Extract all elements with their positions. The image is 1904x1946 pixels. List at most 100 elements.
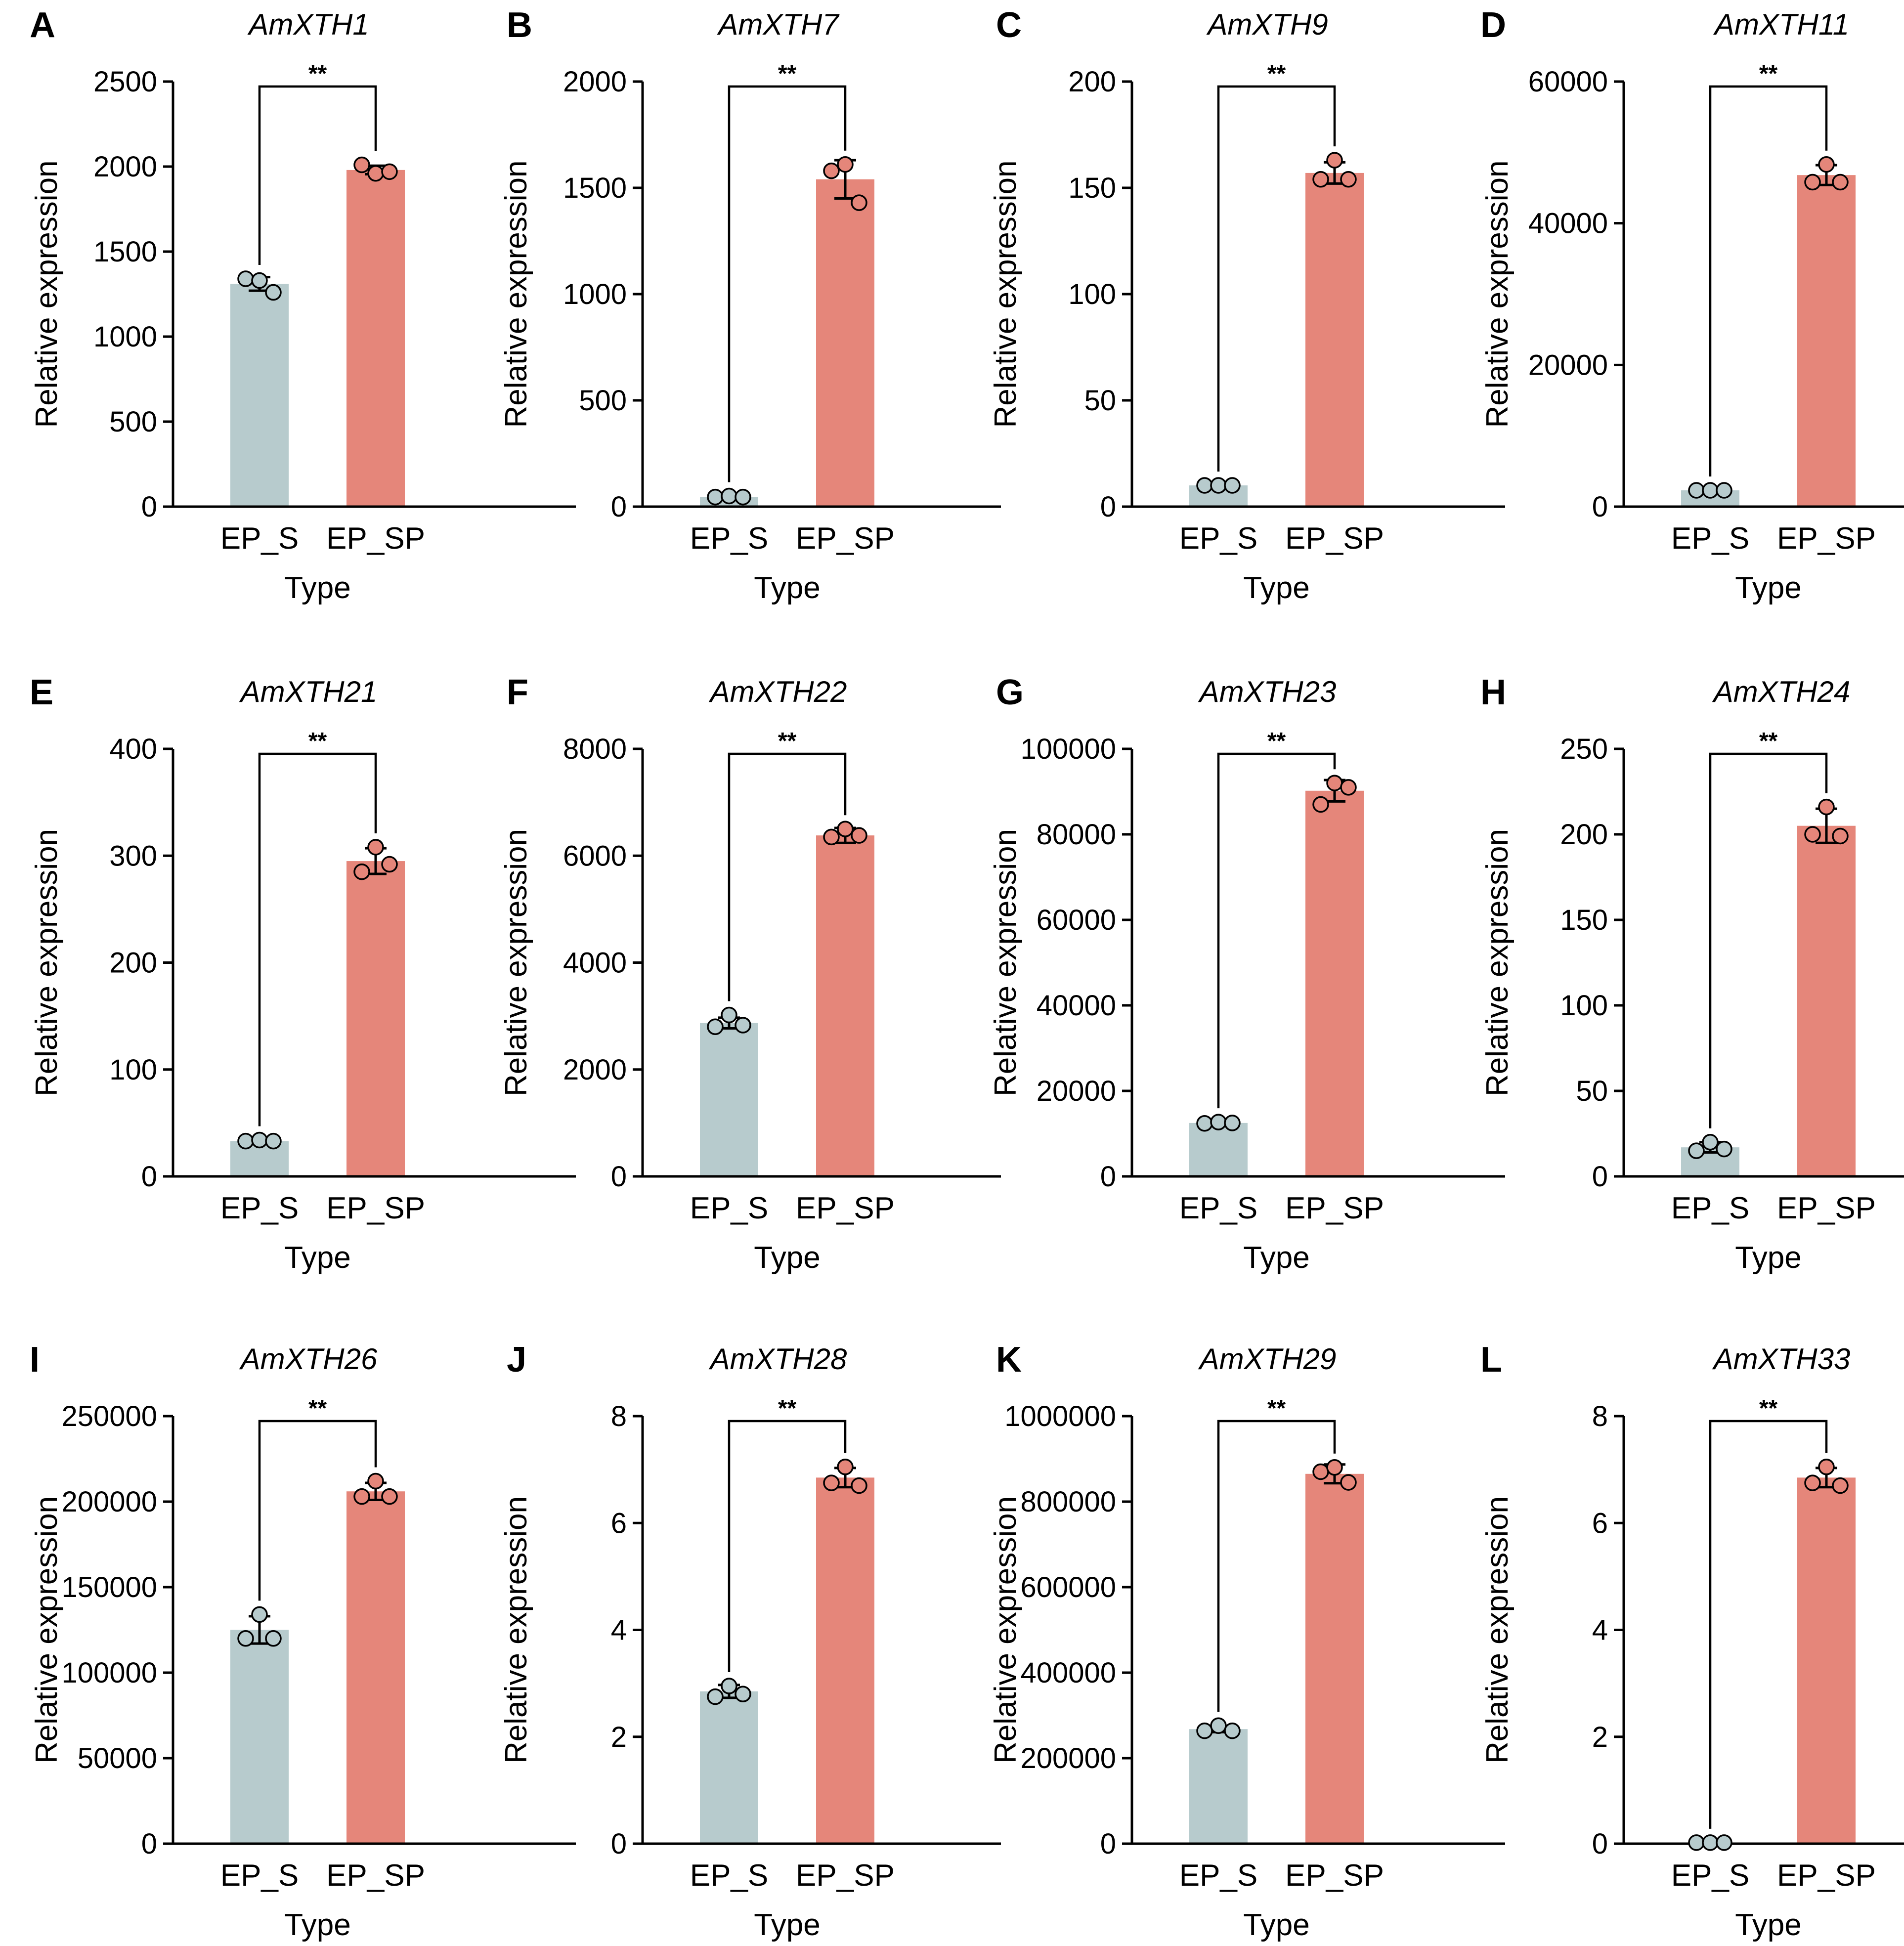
significance-label: ** (308, 1395, 327, 1422)
significance-bracket (258, 85, 377, 265)
y-tick-label: 800000 (1020, 1486, 1116, 1518)
data-point (1716, 482, 1732, 499)
y-tick-label: 100000 (1020, 733, 1116, 765)
x-tick-label: EP_S (1671, 1191, 1750, 1225)
y-tick-label: 0 (141, 1828, 157, 1860)
significance-label: ** (308, 728, 327, 754)
panel-letter: A (30, 5, 55, 45)
data-point (1312, 171, 1329, 188)
x-axis-title: Type (1735, 1908, 1801, 1942)
y-tick-label: 60000 (1528, 66, 1608, 98)
y-tick-label: 0 (141, 1161, 157, 1193)
significance-label: ** (1759, 61, 1778, 87)
data-point (735, 1686, 751, 1702)
y-tick-label: 8 (1592, 1400, 1608, 1432)
panel-g: G AmXTH23 0 20000 40000 60000 80000 100000 EP_S E… (989, 673, 1505, 1275)
data-point (1804, 1474, 1821, 1491)
data-point (251, 1606, 268, 1623)
panel-b: B AmXTH7 0 500 1000 1500 2000 EP_S EP_SP Type Rela… (499, 5, 1001, 605)
data-point (851, 827, 867, 844)
data-point (1312, 796, 1329, 813)
y-tick-label: 500 (109, 406, 157, 438)
y-tick-label: 150000 (61, 1571, 157, 1603)
y-tick-label: 100 (1560, 990, 1608, 1022)
significance-label: ** (1267, 728, 1286, 754)
data-point (237, 1630, 254, 1647)
data-point (1688, 482, 1705, 499)
data-point (251, 1131, 268, 1149)
y-tick-label: 100000 (61, 1657, 157, 1689)
y-axis-title: Relative expression (989, 829, 1023, 1096)
y-axis-title: Relative expression (499, 1496, 533, 1764)
y-tick-label: 2500 (93, 66, 157, 98)
y-tick-label: 6000 (563, 840, 627, 872)
significance-label: ** (308, 61, 327, 87)
y-tick-label: 1000000 (1004, 1400, 1116, 1432)
y-tick-label: 6 (611, 1507, 627, 1539)
y-tick-label: 0 (1592, 1828, 1608, 1860)
data-point (353, 1488, 370, 1505)
y-tick-label: 250 (1560, 733, 1608, 765)
data-point (1818, 156, 1835, 173)
panel-letter: E (30, 673, 53, 712)
data-point (237, 1132, 254, 1150)
data-point (1688, 1142, 1705, 1159)
data-point (367, 165, 384, 182)
significance-label: ** (778, 728, 797, 754)
data-point (1702, 482, 1719, 499)
data-point (1832, 1477, 1849, 1494)
data-point (1196, 1115, 1213, 1132)
y-tick-label: 400000 (1020, 1657, 1116, 1689)
bar-ep-sp (346, 1491, 405, 1844)
significance-bracket (728, 752, 847, 1001)
data-point (1804, 173, 1821, 191)
chart-title: AmXTH33 (1712, 1342, 1851, 1376)
y-axis-title: Relative expression (30, 160, 64, 428)
y-tick-label: 200000 (61, 1486, 157, 1518)
data-point (1224, 1115, 1241, 1131)
y-axis-title: Relative expression (989, 1496, 1023, 1764)
x-tick-label: EP_SP (1285, 1191, 1384, 1225)
x-axis-title: Type (1735, 1241, 1801, 1275)
x-axis-title: Type (1243, 1908, 1309, 1942)
x-tick-label: EP_S (220, 521, 299, 556)
data-point (837, 1458, 854, 1475)
panel-letter: G (996, 673, 1024, 712)
y-tick-label: 2000 (563, 66, 627, 98)
chart-title: AmXTH21 (239, 675, 378, 708)
data-point (1832, 827, 1849, 845)
significance-bracket (1709, 85, 1828, 477)
bar-ep-sp (816, 835, 874, 1176)
x-tick-label: EP_S (690, 1191, 769, 1225)
data-point (1326, 152, 1343, 169)
x-tick-label: EP_SP (326, 1859, 425, 1893)
panel-a: A AmXTH1 0 500 1000 1500 2000 2500 EP_S EP_SP Type… (30, 5, 576, 605)
significance-bracket (258, 752, 377, 1126)
y-axis-title: Relative expression (1480, 160, 1515, 428)
panel-letter: D (1480, 5, 1506, 45)
data-point (367, 839, 384, 856)
x-tick-label: EP_S (690, 1859, 769, 1893)
y-tick-label: 50 (1084, 385, 1116, 417)
y-tick-label: 50 (1576, 1075, 1608, 1107)
bar-ep-sp (1305, 173, 1364, 507)
bar-ep-sp (1797, 175, 1856, 507)
significance-label: ** (1759, 728, 1778, 754)
y-tick-label: 2 (1592, 1721, 1608, 1753)
data-point (265, 284, 282, 301)
y-tick-label: 0 (1100, 1828, 1116, 1860)
y-tick-label: 60000 (1037, 904, 1116, 936)
x-tick-label: EP_S (220, 1191, 299, 1225)
chart-title: AmXTH7 (717, 8, 840, 41)
data-point (735, 1017, 751, 1034)
data-point (1196, 477, 1213, 494)
y-tick-label: 300 (109, 840, 157, 872)
x-tick-label: EP_S (220, 1859, 299, 1893)
data-point (1716, 1834, 1732, 1851)
y-tick-label: 100 (1068, 278, 1116, 310)
y-tick-label: 0 (1100, 491, 1116, 523)
data-point (1716, 1140, 1732, 1158)
y-tick-label: 500 (579, 385, 627, 417)
y-tick-label: 50000 (78, 1742, 157, 1774)
